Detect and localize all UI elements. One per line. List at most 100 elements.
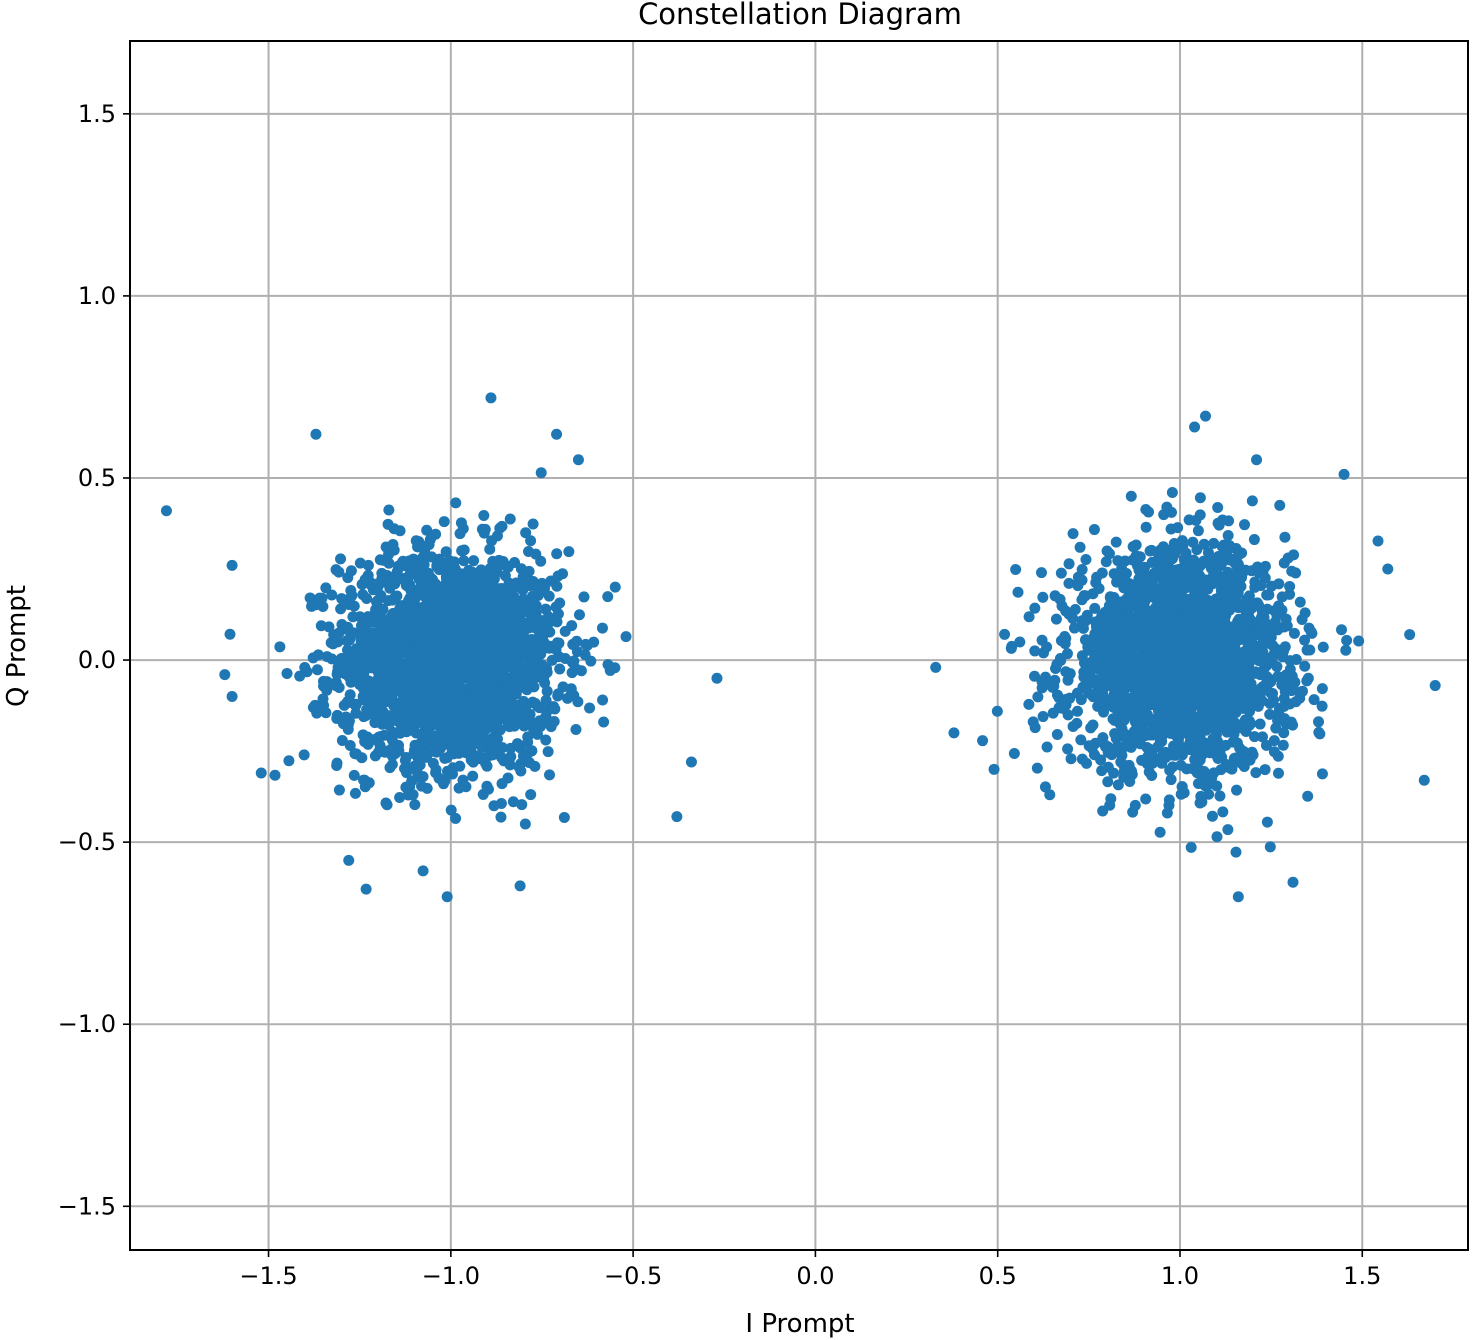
scatter-point — [1239, 519, 1251, 531]
scatter-point — [1143, 506, 1155, 518]
scatter-point — [354, 557, 366, 569]
scatter-point — [1302, 790, 1314, 802]
scatter-point — [1164, 711, 1176, 723]
scatter-point — [1116, 654, 1128, 666]
scatter-point — [274, 641, 286, 653]
scatter-point — [496, 520, 508, 532]
scatter-point — [1168, 740, 1180, 752]
scatter-point — [499, 703, 511, 715]
scatter-point — [525, 789, 537, 801]
scatter-point — [596, 622, 608, 634]
scatter-point — [488, 800, 500, 812]
scatter-point — [1279, 531, 1291, 543]
scatter-point — [1067, 720, 1079, 732]
scatter-point — [1029, 645, 1041, 657]
scatter-point — [435, 708, 447, 720]
scatter-point — [553, 637, 565, 649]
scatter-point — [1109, 639, 1121, 651]
scatter-point — [467, 673, 479, 685]
x-tick-label: 1.0 — [1161, 1262, 1199, 1290]
scatter-point — [1012, 586, 1024, 598]
scatter-point — [1269, 616, 1281, 628]
scatter-point — [1032, 691, 1044, 703]
scatter-point — [1200, 694, 1212, 706]
scatter-point — [1150, 639, 1162, 651]
scatter-point — [1140, 793, 1152, 805]
scatter-point — [527, 518, 539, 530]
scatter-point — [1111, 571, 1123, 583]
scatter-point — [1159, 676, 1171, 688]
scatter-point — [405, 585, 417, 597]
scatter-point — [685, 756, 697, 768]
scatter-point — [533, 626, 545, 638]
scatter-point — [427, 668, 439, 680]
scatter-point — [568, 655, 580, 667]
scatter-point — [1198, 538, 1210, 550]
scatter-point — [456, 545, 468, 557]
scatter-point — [1111, 741, 1123, 753]
scatter-point — [402, 789, 414, 801]
scatter-point — [1091, 642, 1103, 654]
scatter-point — [1095, 674, 1107, 686]
scatter-point — [1212, 502, 1224, 514]
scatter-point — [1274, 499, 1286, 511]
scatter-point — [1164, 764, 1176, 776]
scatter-point — [1134, 580, 1146, 592]
scatter-point — [429, 659, 441, 671]
scatter-point — [410, 535, 422, 547]
scatter-point — [1268, 735, 1280, 747]
scatter-point — [1188, 666, 1200, 678]
scatter-point — [1178, 667, 1190, 679]
scatter-point — [1273, 578, 1285, 590]
scatter-point — [1226, 705, 1238, 717]
scatter-point — [1212, 517, 1224, 529]
scatter-point — [484, 543, 496, 555]
scatter-point — [529, 760, 541, 772]
scatter-point — [281, 667, 293, 679]
y-tick-label: −0.5 — [58, 828, 116, 856]
scatter-point — [467, 770, 479, 782]
scatter-point — [405, 676, 417, 688]
scatter-point — [331, 709, 343, 721]
scatter-point — [343, 647, 355, 659]
scatter-point — [1165, 774, 1177, 786]
scatter-point — [1249, 581, 1261, 593]
scatter-point — [519, 818, 531, 830]
scatter-point — [416, 780, 428, 792]
scatter-point — [1071, 705, 1083, 717]
scatter-point — [585, 655, 597, 667]
scatter-point — [374, 698, 386, 710]
scatter-point — [1280, 613, 1292, 625]
scatter-point — [417, 865, 429, 877]
scatter-point — [333, 682, 345, 694]
scatter-point — [1176, 535, 1188, 547]
scatter-point — [1196, 706, 1208, 718]
axis-ticks: −1.5 −1.0 −0.5 0.0 0.5 1.0 1.5 −1.5 −1.0 −0.5 0.0 0… — [58, 100, 1382, 1290]
scatter-point — [1124, 734, 1136, 746]
scatter-point — [1284, 663, 1296, 675]
scatter-point — [384, 582, 396, 594]
x-tick-label: 0.0 — [796, 1262, 834, 1290]
scatter-point — [1266, 654, 1278, 666]
x-tick-label: −0.5 — [604, 1262, 662, 1290]
scatter-point — [342, 572, 354, 584]
scatter-point — [415, 711, 427, 723]
scatter-point — [1096, 567, 1108, 579]
scatter-point — [522, 736, 534, 748]
scatter-point — [1279, 713, 1291, 725]
scatter-point — [1171, 749, 1183, 761]
scatter-point — [1262, 684, 1274, 696]
scatter-point — [1081, 757, 1093, 769]
scatter-point — [462, 573, 474, 585]
scatter-point — [312, 649, 324, 661]
scatter-point — [1273, 704, 1285, 716]
scatter-point — [1202, 742, 1214, 754]
scatter-point — [1284, 580, 1296, 592]
scatter-point — [1249, 667, 1261, 679]
scatter-point — [331, 759, 343, 771]
scatter-point — [544, 769, 556, 781]
scatter-point — [1125, 702, 1137, 714]
scatter-point — [294, 670, 306, 682]
scatter-point — [316, 592, 328, 604]
